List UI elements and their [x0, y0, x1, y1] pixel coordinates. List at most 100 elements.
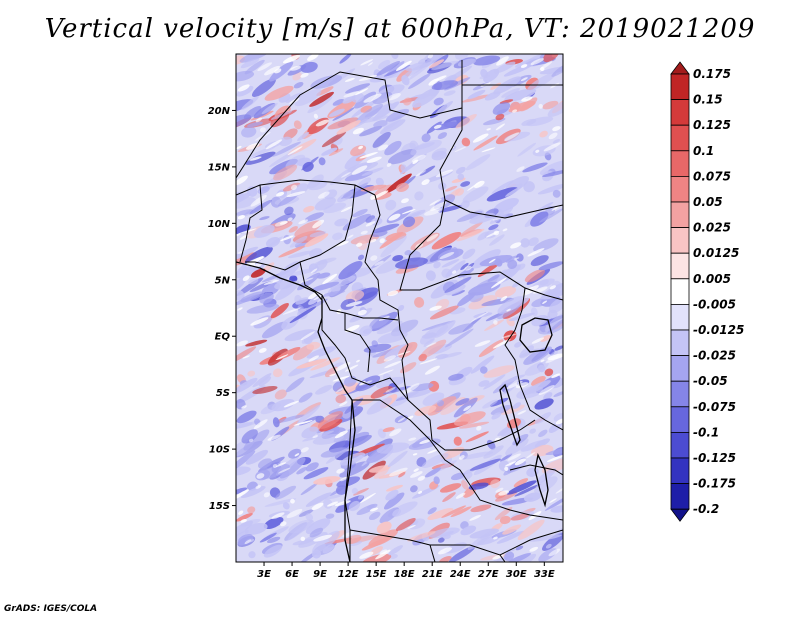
- field-cell: [407, 531, 436, 542]
- field-cell: [278, 245, 306, 258]
- field-cell: [350, 234, 380, 245]
- field-cell: [280, 521, 287, 527]
- field-cell: [471, 249, 501, 269]
- field-cell: [392, 508, 401, 517]
- field-cell: [341, 410, 352, 419]
- field-cell: [311, 502, 324, 511]
- field-cell: [453, 436, 462, 446]
- field-cell: [428, 527, 460, 539]
- field-cell: [263, 492, 270, 498]
- field-cell: [377, 331, 408, 344]
- field-cell: [433, 476, 440, 485]
- field-cell: [467, 89, 486, 100]
- field-cell: [263, 279, 280, 285]
- field-cell: [445, 260, 466, 277]
- field-cell: [505, 186, 522, 197]
- field-cell: [492, 217, 502, 221]
- field-cell: [257, 62, 273, 72]
- field-cell: [298, 219, 309, 225]
- field-cell: [255, 117, 263, 123]
- field-cell: [435, 75, 447, 81]
- field-cell: [445, 328, 474, 348]
- field-cell: [298, 532, 328, 548]
- field-cell: [424, 365, 440, 375]
- field-cell: [379, 119, 406, 134]
- field-cell: [382, 427, 395, 433]
- field-cell: [451, 290, 465, 296]
- field-cell: [265, 236, 281, 248]
- field-cell: [236, 145, 242, 150]
- field-cell: [358, 75, 378, 81]
- field-cell: [236, 175, 248, 186]
- field-cell: [444, 276, 472, 293]
- colorbar-swatch: [670, 303, 690, 331]
- field-cell: [502, 228, 508, 232]
- field-cell: [355, 88, 369, 96]
- field-cell: [524, 269, 545, 283]
- field-cell: [376, 376, 406, 389]
- field-cell: [409, 471, 423, 478]
- field-cell: [274, 220, 288, 227]
- field-cell: [386, 162, 392, 167]
- field-cell: [417, 475, 425, 481]
- field-cell: [378, 369, 394, 376]
- colorbar-label: -0.005: [693, 297, 736, 311]
- field-cell: [345, 301, 363, 307]
- field-cell: [243, 429, 270, 451]
- field-cell: [527, 248, 545, 257]
- field-cell: [359, 551, 374, 559]
- field-cell: [357, 240, 368, 251]
- field-cell: [236, 99, 254, 113]
- field-cell: [431, 231, 462, 250]
- field-cell: [521, 118, 537, 126]
- field-cell: [427, 507, 437, 515]
- colorbar-swatch: [670, 61, 690, 75]
- map-frame: [235, 53, 564, 563]
- field-cell: [531, 297, 550, 308]
- field-cell: [340, 476, 348, 482]
- field-cell: [361, 167, 384, 177]
- field-cell: [546, 454, 563, 462]
- field-cell: [236, 85, 254, 97]
- field-cell: [524, 361, 549, 376]
- field-cell: [507, 453, 521, 461]
- field-cell: [239, 54, 271, 63]
- field-cell: [488, 224, 499, 231]
- field-cell: [328, 148, 344, 156]
- field-cell: [414, 297, 425, 308]
- field-cell: [460, 200, 470, 209]
- field-cell: [305, 492, 332, 507]
- colorbar-label: -0.2: [693, 502, 719, 516]
- field-cell: [236, 410, 257, 424]
- field-cell: [343, 91, 360, 98]
- field-cell: [302, 430, 335, 442]
- lat-tick-label: 5S: [216, 388, 230, 399]
- field-cell: [288, 226, 298, 233]
- field-cell: [395, 60, 412, 71]
- field-cell: [360, 380, 373, 386]
- field-cell: [514, 57, 541, 68]
- field-cell: [471, 311, 489, 322]
- field-cell: [474, 340, 491, 347]
- field-cell: [328, 108, 345, 117]
- field-cell: [335, 394, 347, 404]
- field-cell: [245, 449, 269, 465]
- field-cell: [274, 280, 300, 301]
- field-cell: [530, 58, 545, 66]
- field-cell: [543, 54, 560, 63]
- colorbar-swatch: [670, 150, 690, 177]
- field-cell: [489, 397, 509, 407]
- field-cell: [535, 149, 540, 153]
- field-cell: [519, 345, 534, 359]
- field-cell: [516, 553, 537, 562]
- field-cell: [365, 215, 376, 223]
- field-cell: [468, 295, 498, 310]
- field-cell: [301, 426, 319, 439]
- field-cell: [248, 551, 256, 559]
- field-cell: [462, 186, 489, 203]
- field-cell: [421, 453, 449, 468]
- field-cell: [273, 164, 298, 181]
- field-cell: [248, 438, 254, 443]
- field-cell: [429, 305, 459, 320]
- field-cell: [550, 82, 560, 89]
